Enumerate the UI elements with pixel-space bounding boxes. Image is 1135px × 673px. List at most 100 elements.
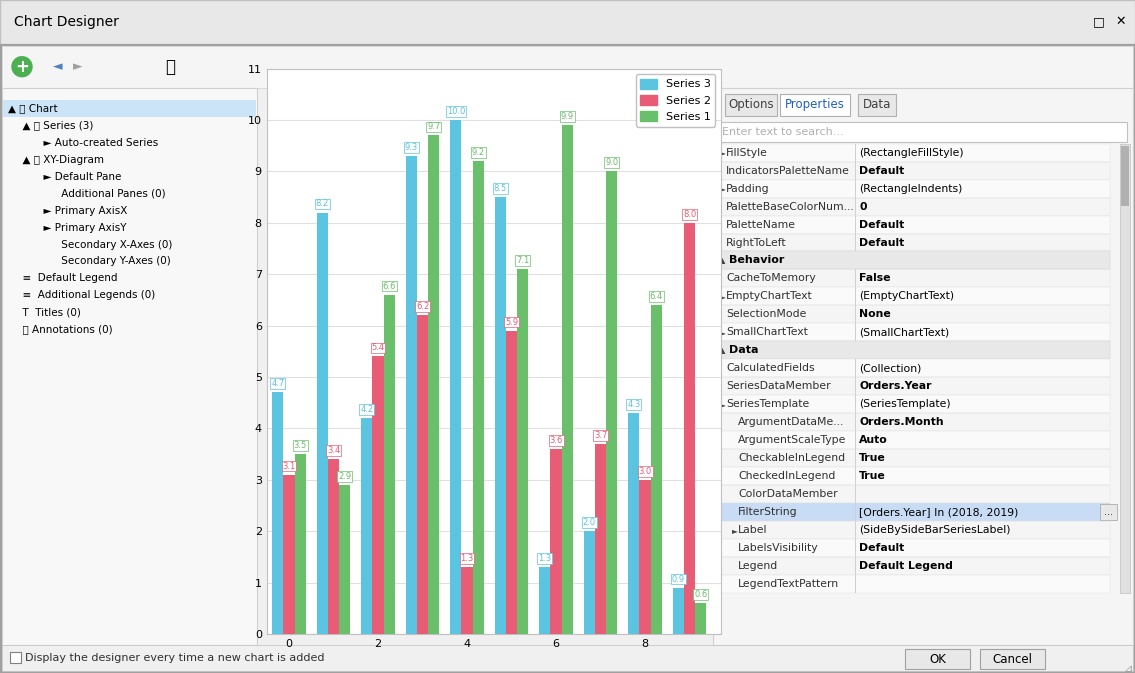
Text: ►: ► <box>720 184 726 193</box>
Text: ArgumentScaleType: ArgumentScaleType <box>738 435 847 446</box>
Text: LegendTextPattern: LegendTextPattern <box>738 579 839 589</box>
Text: 0.9: 0.9 <box>672 575 686 583</box>
Bar <box>695 603 706 634</box>
Bar <box>583 531 595 634</box>
Bar <box>905 649 970 669</box>
Text: CalculatedFields: CalculatedFields <box>726 363 815 374</box>
Text: 0: 0 <box>859 201 866 211</box>
Bar <box>713 87 1133 645</box>
Text: ► Auto-created Series: ► Auto-created Series <box>24 137 158 147</box>
Text: ArgumentDataMe...: ArgumentDataMe... <box>738 417 844 427</box>
Text: Enter text to search...: Enter text to search... <box>722 127 843 137</box>
Text: ► Primary AxisY: ► Primary AxisY <box>24 223 126 233</box>
Text: 6.2: 6.2 <box>415 302 429 311</box>
Bar <box>717 215 1110 234</box>
Text: 9.3: 9.3 <box>405 143 418 152</box>
Text: ▲ 📊 XY-Diagram: ▲ 📊 XY-Diagram <box>16 155 104 165</box>
Bar <box>339 485 351 634</box>
Text: Options: Options <box>729 98 774 111</box>
Bar <box>673 588 684 634</box>
Text: ► Default Pane: ► Default Pane <box>24 172 121 182</box>
Text: (Collection): (Collection) <box>859 363 922 374</box>
Text: ►: ► <box>73 60 83 73</box>
Text: Default Legend: Default Legend <box>859 561 953 571</box>
Legend: Series 3, Series 2, Series 1: Series 3, Series 2, Series 1 <box>636 74 715 127</box>
Bar <box>717 431 1110 450</box>
Text: Label: Label <box>738 525 767 535</box>
Text: Legend: Legend <box>738 561 779 571</box>
Text: Secondary Y-Axes (0): Secondary Y-Axes (0) <box>32 256 170 267</box>
Bar <box>717 324 1110 341</box>
Text: 3.4: 3.4 <box>327 446 340 455</box>
Text: EmptyChartText: EmptyChartText <box>726 291 813 302</box>
Text: 4.2: 4.2 <box>360 405 373 414</box>
Text: (SeriesTemplate): (SeriesTemplate) <box>859 399 951 409</box>
Text: Display the designer every time a new chart is added: Display the designer every time a new ch… <box>25 653 325 662</box>
Text: 1.3: 1.3 <box>461 554 473 563</box>
Text: IndicatorsPaletteName: IndicatorsPaletteName <box>726 166 850 176</box>
Text: True: True <box>859 453 885 463</box>
Bar <box>717 287 1110 306</box>
Bar <box>717 162 1110 180</box>
Text: ►: ► <box>720 148 726 157</box>
Text: ≡  Default Legend: ≡ Default Legend <box>16 273 118 283</box>
Bar <box>284 474 295 634</box>
Text: 5.9: 5.9 <box>505 318 518 326</box>
Bar <box>717 467 1110 485</box>
Text: CheckedInLegend: CheckedInLegend <box>738 471 835 481</box>
Text: LabelsVisibility: LabelsVisibility <box>738 543 818 553</box>
Bar <box>2 87 257 645</box>
Bar <box>717 143 1110 162</box>
Bar <box>1100 504 1117 520</box>
Text: Chart Designer: Chart Designer <box>14 15 118 29</box>
Bar <box>717 143 1110 162</box>
Bar <box>684 223 695 634</box>
Text: Data: Data <box>863 98 891 111</box>
Bar <box>272 392 284 634</box>
Text: Secondary X-Axes (0): Secondary X-Axes (0) <box>32 240 173 250</box>
Bar <box>717 180 1110 198</box>
Text: ≡  Additional Legends (0): ≡ Additional Legends (0) <box>16 291 155 300</box>
Bar <box>317 213 328 634</box>
Text: RightToLeft: RightToLeft <box>726 238 787 248</box>
Text: [Orders.Year] In (2018, 2019): [Orders.Year] In (2018, 2019) <box>859 507 1018 517</box>
Bar <box>717 539 1110 557</box>
Text: PaletteName: PaletteName <box>726 219 796 229</box>
Text: 9.7: 9.7 <box>427 122 440 131</box>
Bar <box>717 557 1110 575</box>
Bar <box>717 341 1110 359</box>
Text: (SideBySideBarSeriesLabel): (SideBySideBarSeriesLabel) <box>859 525 1010 535</box>
Bar <box>858 94 896 116</box>
Bar <box>717 450 1110 467</box>
Bar <box>406 156 417 634</box>
Bar <box>717 341 1110 359</box>
Text: 3.6: 3.6 <box>549 436 563 445</box>
Bar <box>451 120 462 634</box>
Text: +: + <box>15 58 28 76</box>
Bar <box>717 539 1110 557</box>
Bar <box>606 172 617 634</box>
Bar <box>295 454 305 634</box>
Text: Behavior: Behavior <box>729 256 784 265</box>
Bar <box>717 575 1110 593</box>
Text: 4.3: 4.3 <box>628 400 640 409</box>
Text: 6.4: 6.4 <box>649 292 663 301</box>
Text: 5.4: 5.4 <box>371 343 385 353</box>
Bar <box>717 215 1110 234</box>
Text: 8.0: 8.0 <box>683 210 696 219</box>
Bar <box>417 316 428 634</box>
Bar <box>428 135 439 634</box>
Text: SmallChartText: SmallChartText <box>726 327 808 337</box>
Bar <box>10 652 22 663</box>
Text: □: □ <box>1093 15 1104 28</box>
Text: 📊: 📊 <box>165 58 175 76</box>
Text: ►: ► <box>720 292 726 301</box>
Text: Default: Default <box>859 543 905 553</box>
Bar <box>506 330 518 634</box>
Text: Orders.Month: Orders.Month <box>859 417 943 427</box>
Bar <box>717 359 1110 378</box>
Bar <box>328 459 339 634</box>
Text: FillStyle: FillStyle <box>726 147 768 157</box>
Bar <box>639 480 650 634</box>
Text: Data: Data <box>729 345 758 355</box>
